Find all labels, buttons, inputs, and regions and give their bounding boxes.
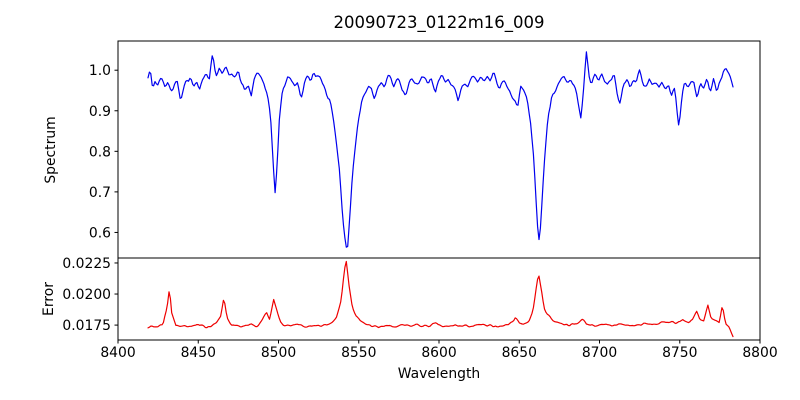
spectrum-y-tick-label: 0.7: [89, 185, 111, 201]
error-y-axis-label: Error: [41, 282, 57, 316]
x-axis-label: Wavelength: [398, 366, 480, 382]
x-tick-label: 8750: [662, 345, 697, 361]
x-tick-label: 8650: [502, 345, 537, 361]
x-tick-label: 8700: [582, 345, 617, 361]
spectrum-y-tick-label: 0.8: [89, 144, 111, 160]
spectrum-panel: 0.6 0.7 0.8 0.9 1.0: [89, 40, 761, 259]
x-tick-label: 8500: [261, 345, 296, 361]
spectrum-y-tick-label: 0.9: [89, 104, 111, 120]
spectrum-y-tick-label: 0.6: [89, 225, 111, 241]
x-tick-label: 8400: [100, 345, 135, 361]
x-tick-label: 8600: [421, 345, 456, 361]
chart-title: 20090723_0122m16_009: [333, 13, 544, 33]
error-line: [147, 260, 734, 338]
spectrum-axes-frame: [117, 40, 761, 259]
error-y-tick-label: 0.0175: [62, 318, 111, 334]
spectrum-y-tick-label: 1.0: [89, 63, 111, 79]
error-panel: 0.0175 0.0200 0.0225 8400 8450 8500 8550 8600 86…: [62, 256, 777, 361]
x-tick-label: 8550: [341, 345, 376, 361]
spectrum-line: [147, 51, 734, 248]
error-y-tick-label: 0.0225: [62, 256, 111, 272]
x-tick-label: 8800: [742, 345, 777, 361]
error-axes-frame: [117, 257, 761, 341]
spectrum-y-axis-label: Spectrum: [43, 116, 59, 183]
error-y-tick-label: 0.0200: [62, 287, 111, 303]
x-tick-label: 8450: [181, 345, 216, 361]
